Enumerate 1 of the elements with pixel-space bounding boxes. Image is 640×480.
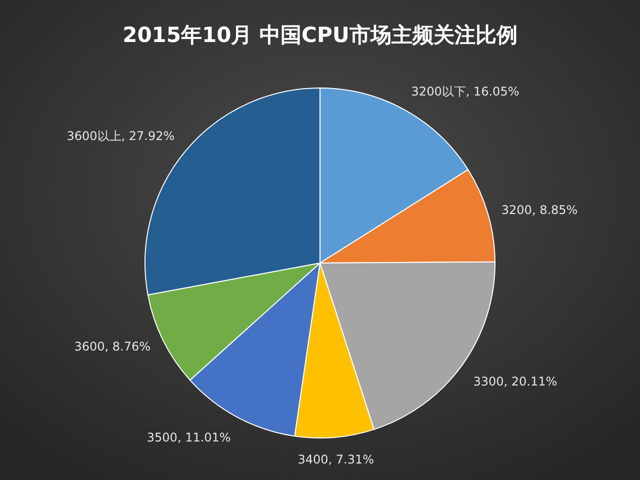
title: 2015年10月 中国CPU市场主频关注比例 xyxy=(122,23,518,47)
